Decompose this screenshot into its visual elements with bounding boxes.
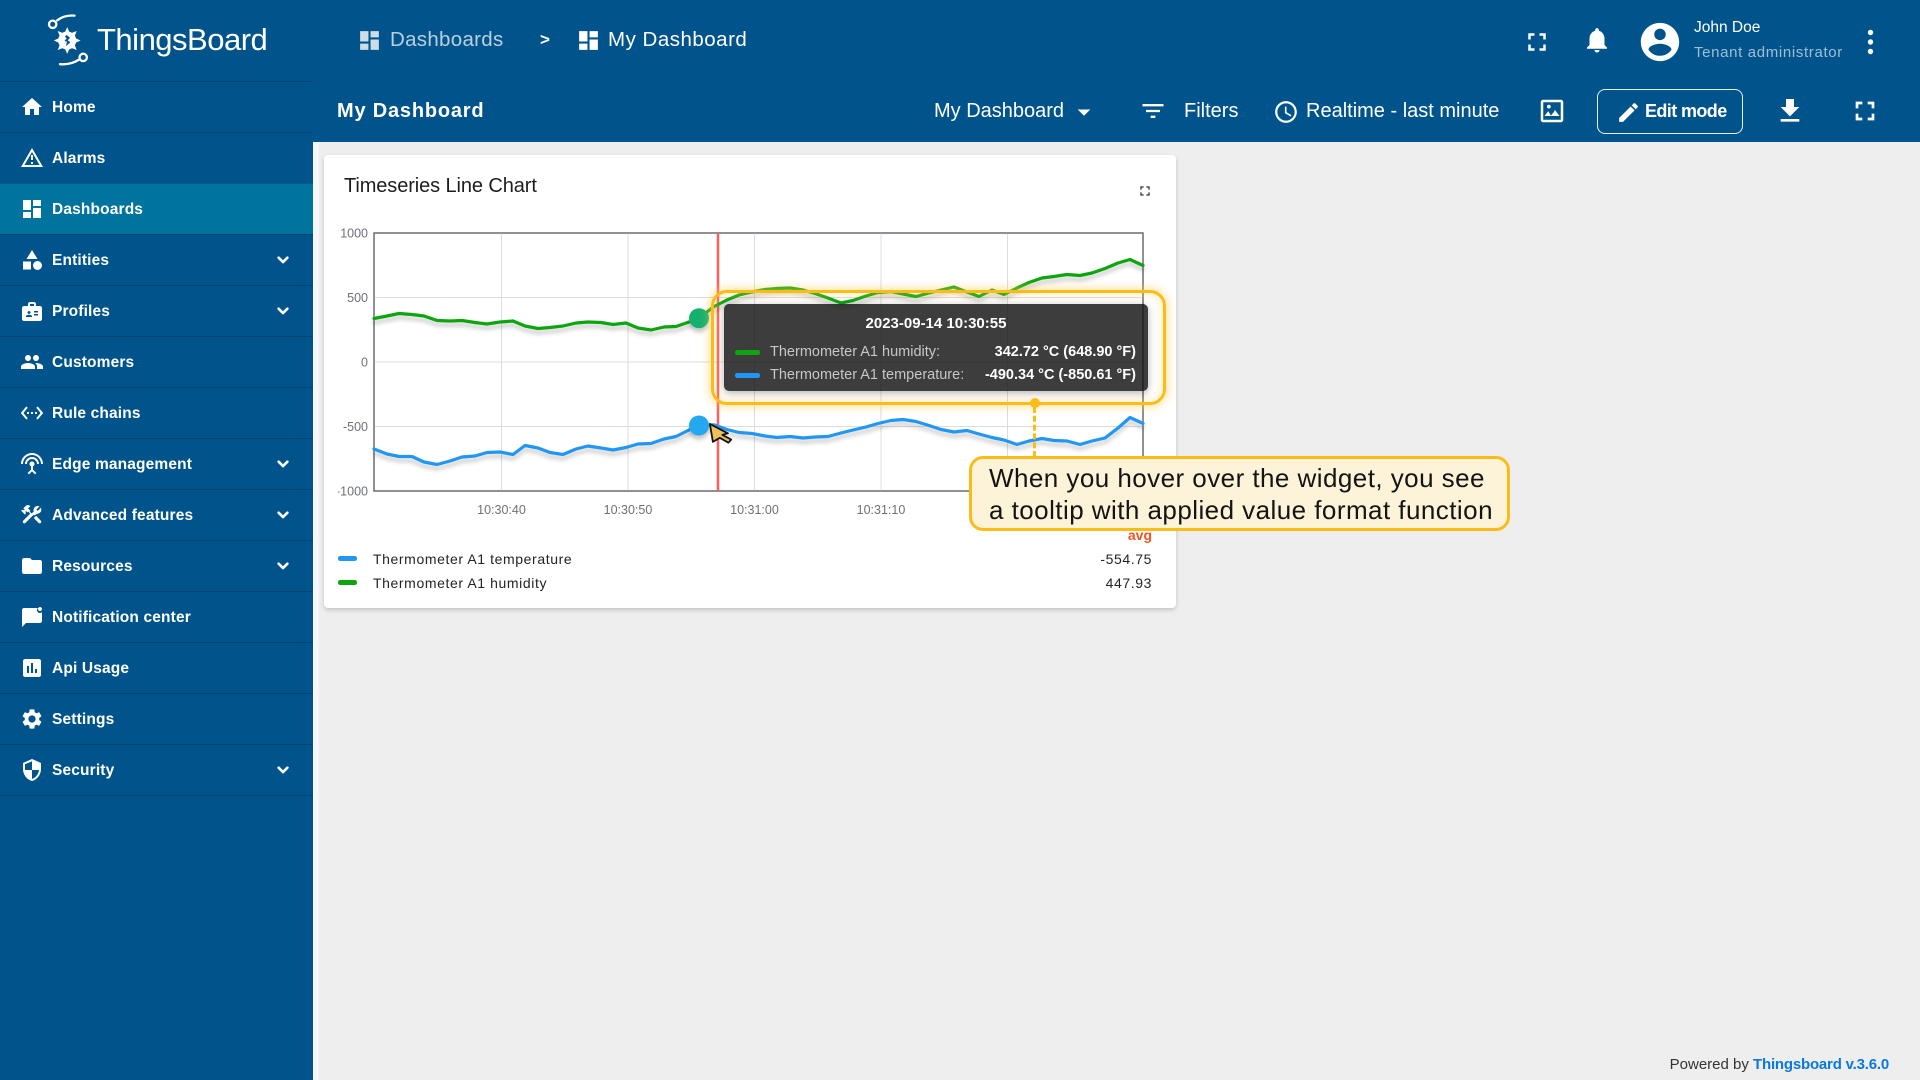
svg-text:10:31:00: 10:31:00 <box>730 503 779 517</box>
svg-text:500: 500 <box>347 291 368 305</box>
svg-text:10:30:50: 10:30:50 <box>604 503 653 517</box>
svg-text:0: 0 <box>361 356 368 370</box>
svg-text:10:30:40: 10:30:40 <box>477 503 526 517</box>
svg-text:-500: -500 <box>343 420 368 434</box>
svg-text:-1000: -1000 <box>338 485 368 499</box>
svg-text:10:31:10: 10:31:10 <box>857 503 906 517</box>
svg-text:1000: 1000 <box>340 227 368 241</box>
